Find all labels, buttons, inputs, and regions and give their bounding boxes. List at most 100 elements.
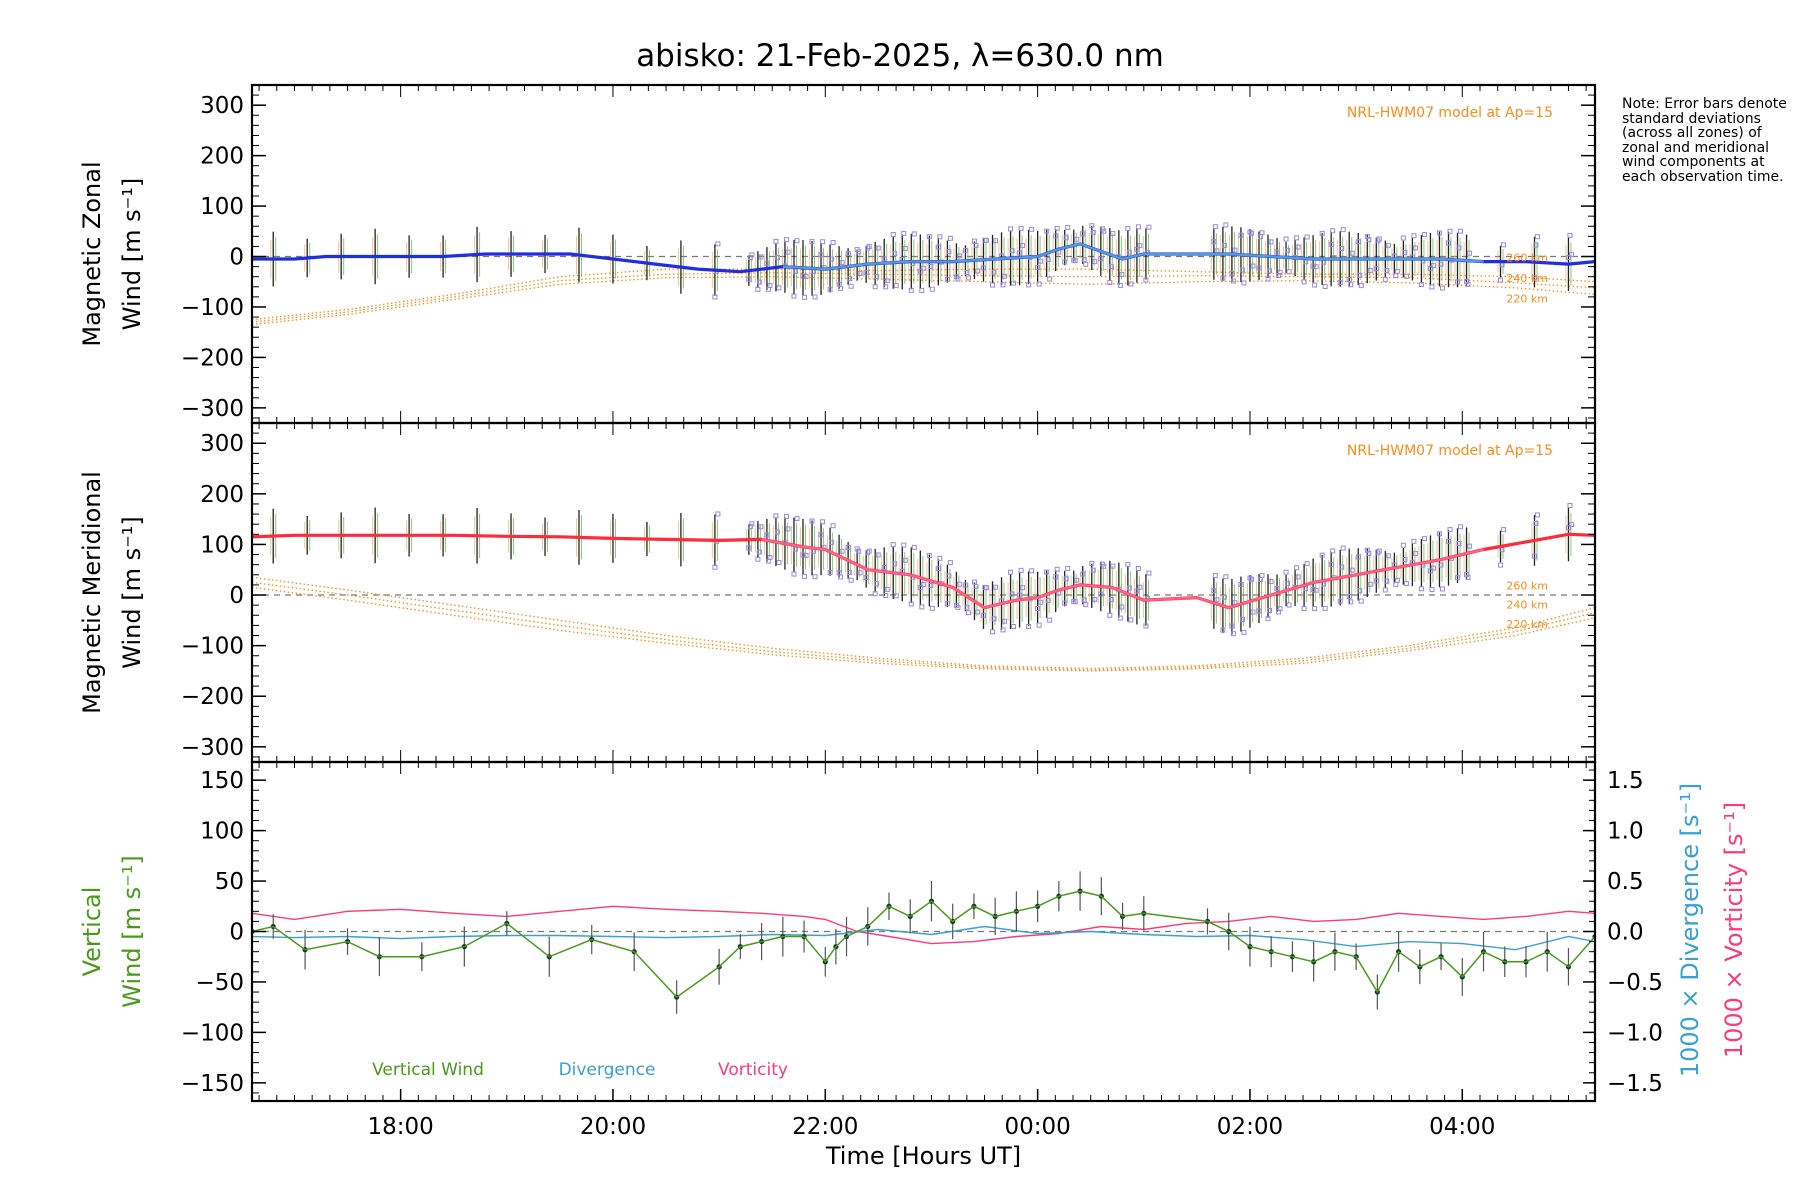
zone-sample-point: [1565, 525, 1571, 531]
zone-sample-point: [1090, 229, 1096, 235]
zone-sample-point: [980, 265, 986, 271]
zone-sample-point: [1304, 234, 1310, 240]
zone-sample-point: [1054, 225, 1060, 231]
model-altitude-label: 240 km: [1506, 599, 1548, 612]
zone-sample-point: [993, 584, 999, 590]
y-tick-label: −200: [181, 345, 244, 371]
zone-sample-point: [1083, 261, 1089, 267]
zone-sample-point: [764, 532, 770, 538]
zone-sample-point: [1119, 271, 1125, 277]
zone-sample-point: [1295, 244, 1301, 250]
divergence-line: [252, 925, 1595, 951]
error-bar-note: Note: Error bars denote standard deviati…: [1622, 96, 1787, 185]
zone-sample-point: [1065, 225, 1071, 231]
zone-sample-point: [1038, 599, 1044, 605]
zone-sample-point: [1394, 577, 1400, 583]
zone-sample-point: [1567, 503, 1573, 509]
zone-sample-point: [944, 276, 950, 282]
zone-sample-point: [991, 269, 997, 275]
zone-sample-point: [1283, 569, 1289, 575]
zone-sample-point: [1366, 550, 1372, 556]
zone-sample-point: [1313, 264, 1319, 270]
x-axis-label: Time [Hours UT]: [825, 1142, 1021, 1170]
zone-sample-point: [920, 265, 926, 271]
zone-sample-point: [829, 256, 835, 262]
zone-sample-point: [848, 283, 854, 289]
zone-sample-point: [1038, 258, 1044, 264]
zone-sample-point: [1220, 627, 1226, 633]
zone-sample-point: [1456, 541, 1462, 547]
zone-sample-point: [1074, 236, 1080, 242]
zone-sample-point: [1002, 618, 1008, 624]
zone-sample-point: [1348, 599, 1354, 605]
zone-sample-point: [1458, 524, 1464, 530]
zone-sample-point: [1429, 284, 1435, 290]
zone-sample-point: [946, 573, 952, 579]
zone-sample-point: [1421, 536, 1427, 542]
model-curve-240km: [252, 272, 1595, 323]
zone-sample-point: [1044, 569, 1050, 575]
zone-sample-point: [749, 252, 755, 258]
zone-sample-point: [1080, 571, 1086, 577]
zone-sample-point: [1294, 235, 1300, 241]
zone-sample-point: [1355, 554, 1361, 560]
zone-sample-point: [1339, 246, 1345, 252]
zone-sample-point: [1565, 255, 1571, 261]
zone-sample-point: [1455, 279, 1461, 285]
y-tick-label: 50: [215, 869, 244, 895]
zone-sample-point: [1357, 588, 1363, 594]
zone-sample-point: [1436, 230, 1442, 236]
zone-sample-point: [893, 593, 899, 599]
zone-sample-point: [863, 575, 869, 581]
zone-sample-point: [1107, 612, 1113, 618]
zone-sample-point: [980, 612, 986, 618]
zone-sample-point: [1045, 257, 1051, 263]
zone-sample-point: [1101, 563, 1107, 569]
zone-sample-point: [1465, 574, 1471, 580]
zone-sample-point: [929, 605, 935, 611]
y2-tick-label: 0.5: [1607, 869, 1644, 895]
zone-sample-point: [1346, 594, 1352, 600]
zone-sample-point: [1394, 268, 1400, 274]
zone-sample-point: [1568, 522, 1574, 528]
zone-sample-point: [802, 294, 808, 300]
zone-sample-point: [908, 601, 914, 607]
zone-sample-point: [863, 270, 869, 276]
legend-item-0: Vertical Wind: [372, 1060, 484, 1080]
zone-sample-point: [890, 231, 896, 237]
zone-sample-point: [1534, 512, 1540, 518]
zone-sample-point: [892, 251, 898, 257]
zone-sample-point: [839, 260, 845, 266]
zone-sample-point: [845, 544, 851, 550]
zone-sample-point: [1125, 561, 1131, 567]
zone-sample-point: [1239, 267, 1245, 273]
x-tick-label: 00:00: [1004, 1114, 1070, 1140]
zone-sample-point: [1349, 567, 1355, 573]
zone-sample-point: [1439, 586, 1445, 592]
zone-sample-point: [911, 231, 917, 237]
zone-sample-point: [1101, 228, 1107, 234]
zone-sample-point: [937, 555, 943, 561]
zone-sample-point: [756, 279, 762, 285]
zone-sample-point: [1212, 573, 1218, 579]
zone-sample-point: [956, 253, 962, 259]
zone-sample-point: [1092, 596, 1098, 602]
zone-sample-point: [712, 564, 718, 570]
zone-sample-point: [1429, 587, 1435, 593]
zone-sample-point: [1137, 584, 1143, 590]
zone-sample-point: [1126, 585, 1132, 591]
zone-sample-point: [1009, 591, 1015, 597]
zone-sample-point: [803, 273, 809, 279]
zone-sample-point: [818, 252, 824, 258]
zone-sample-point: [1310, 587, 1316, 593]
zone-sample-point: [1029, 568, 1035, 574]
zone-sample-point: [1310, 263, 1316, 269]
zone-sample-point: [1533, 520, 1539, 526]
zone-sample-point: [794, 516, 800, 522]
zone-sample-point: [1017, 250, 1023, 256]
zone-sample-point: [875, 245, 881, 251]
zone-sample-point: [845, 251, 851, 257]
zone-sample-point: [792, 546, 798, 552]
zone-sample-point: [1382, 587, 1388, 593]
